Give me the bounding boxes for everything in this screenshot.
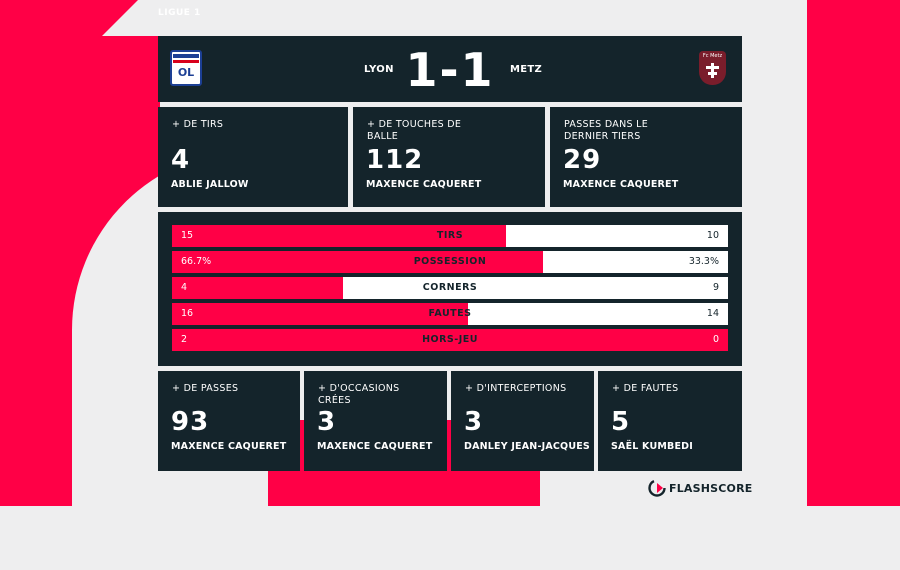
stat-row-tirs: 15 TIRS 10 <box>172 225 728 247</box>
stat-card-interceptions: + D'INTERCEPTIONS 3 DANLEY JEAN-JACQUES <box>451 371 594 471</box>
stat-card-player: ABLIE JALLOW <box>171 179 249 190</box>
stat-card-passes: + DE PASSES 93 MAXENCE CAQUERET <box>158 371 300 471</box>
stat-card-player: MAXENCE CAQUERET <box>563 179 679 190</box>
brand-name: FLASHSCORE <box>669 481 753 495</box>
home-value: 66.7% <box>181 256 212 267</box>
away-value: 10 <box>706 230 719 241</box>
stat-card-label: + DE TOUCHES DE BALLE <box>367 119 462 142</box>
home-value: 4 <box>181 282 188 293</box>
stat-card-label: + D'OCCASIONS CRÉES <box>318 383 400 406</box>
stat-card-value: 5 <box>611 407 631 437</box>
league-title: LIGUE 1 <box>158 8 201 18</box>
stat-row-fautes: 16 FAUTES 14 <box>172 303 728 325</box>
flashscore-brand[interactable]: FLASHSCORE <box>648 479 753 497</box>
stat-row-hors-jeu: 2 HORS-JEU 0 <box>172 329 728 351</box>
stat-row-corners: 4 CORNERS 9 <box>172 277 728 299</box>
stat-card-touches: + DE TOUCHES DE BALLE 112 MAXENCE CAQUER… <box>353 107 545 207</box>
stat-card-passes-tiers: PASSES DANS LE DERNIER TIERS 29 MAXENCE … <box>550 107 742 207</box>
stat-card-label: + DE FAUTES <box>612 383 679 394</box>
stat-card-occasions: + D'OCCASIONS CRÉES 3 MAXENCE CAQUERET <box>304 371 447 471</box>
stat-label: HORS-JEU <box>422 334 478 345</box>
stat-card-tirs: + DE TIRS 4 ABLIE JALLOW <box>158 107 348 207</box>
background-red-right <box>807 0 900 506</box>
home-bar-fill <box>172 329 728 351</box>
stat-label: FAUTES <box>428 308 472 319</box>
away-team-name: METZ <box>510 64 543 75</box>
cross-icon <box>706 63 719 78</box>
stat-card-player: MAXENCE CAQUERET <box>366 179 482 190</box>
away-value: 0 <box>712 334 719 345</box>
stat-row-possession: 66.7% POSSESSION 33.3% <box>172 251 728 273</box>
stat-card-value: 3 <box>317 407 337 437</box>
home-bar-fill <box>172 251 543 273</box>
away-value: 9 <box>712 282 719 293</box>
stat-card-label: + D'INTERCEPTIONS <box>465 383 567 394</box>
stat-label: POSSESSION <box>413 256 487 267</box>
metz-logo: Fc Metz <box>699 51 726 85</box>
stat-card-value: 3 <box>464 407 484 437</box>
stat-card-player: SAËL KUMBEDI <box>611 441 693 452</box>
home-bar-fill <box>172 225 506 247</box>
home-team-name: LYON <box>364 64 394 75</box>
home-value: 16 <box>181 308 194 319</box>
flashscore-logo-icon <box>648 479 666 497</box>
stat-card-value: 4 <box>171 145 191 175</box>
away-value: 33.3% <box>688 256 719 267</box>
home-value: 2 <box>181 334 188 345</box>
stat-label: CORNERS <box>422 282 478 293</box>
stat-card-fautes: + DE FAUTES 5 SAËL KUMBEDI <box>598 371 742 471</box>
stat-card-player: MAXENCE CAQUERET <box>317 441 433 452</box>
away-value: 14 <box>706 308 719 319</box>
background-white-stripe <box>102 0 418 36</box>
stat-card-player: MAXENCE CAQUERET <box>171 441 287 452</box>
stat-card-value: 93 <box>171 407 210 437</box>
lyon-logo: OL <box>170 50 202 86</box>
stat-label: TIRS <box>436 230 464 241</box>
match-score: 1-1 <box>405 43 495 97</box>
stat-card-label: PASSES DANS LE DERNIER TIERS <box>564 119 649 142</box>
stat-card-label: + DE TIRS <box>172 119 224 130</box>
stat-card-value: 112 <box>366 145 424 175</box>
match-header <box>158 36 742 102</box>
stat-card-value: 29 <box>563 145 602 175</box>
stat-card-player: DANLEY JEAN-JACQUES <box>464 441 590 452</box>
home-bar-fill <box>172 277 344 299</box>
home-bar-fill <box>172 303 469 325</box>
home-value: 15 <box>181 230 194 241</box>
stats-comparison: 15 TIRS 10 66.7% POSSESSION 33.3% 4 CORN… <box>158 212 742 366</box>
stat-card-label: + DE PASSES <box>172 383 239 394</box>
